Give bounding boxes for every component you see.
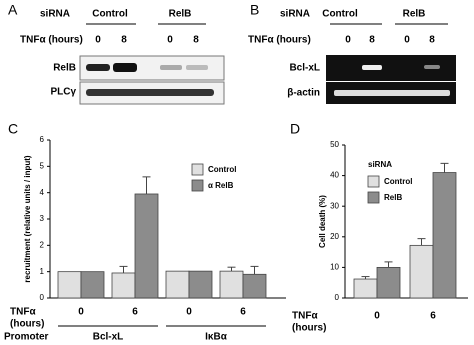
panel-label: A <box>8 2 18 18</box>
y-tick-label: 6 <box>40 135 45 144</box>
legend-title: siRNA <box>368 160 392 169</box>
group-label: RelB <box>403 9 426 20</box>
group-label: Bcl-xL <box>93 332 124 343</box>
bar <box>57 271 82 299</box>
row-label: PLCγ <box>50 87 76 98</box>
y-axis-label: Cell death (%) <box>318 195 327 248</box>
legend-label: α RelB <box>208 181 234 190</box>
legend-label: Control <box>208 165 236 174</box>
y-tick-label: 4 <box>40 188 45 197</box>
sirna-label: siRNA <box>280 9 310 20</box>
band <box>86 64 110 71</box>
row-label: Bcl-xL <box>289 63 320 74</box>
band <box>362 65 382 70</box>
y-tick-label: 3 <box>40 214 45 223</box>
x-axis-label: TNFα <box>10 307 36 318</box>
bar <box>165 270 190 299</box>
group-label: RelB <box>169 9 192 20</box>
time-label: 0 <box>95 35 101 46</box>
panel-label: D <box>290 121 300 137</box>
bar <box>242 273 267 299</box>
panel-label: C <box>8 121 18 137</box>
band <box>334 90 450 96</box>
bar <box>353 278 378 299</box>
bar <box>409 244 434 299</box>
panel-label: B <box>250 2 259 18</box>
x-axis-unit: (hours) <box>292 323 326 334</box>
band <box>86 89 214 96</box>
bar <box>432 172 457 299</box>
legend-swatch <box>367 175 380 188</box>
y-tick-label: 20 <box>330 232 339 241</box>
time-label: 0 <box>345 35 351 46</box>
band <box>113 63 137 72</box>
bar <box>134 193 159 299</box>
y-tick-label: 30 <box>330 201 339 210</box>
group-label: IκBα <box>205 332 228 343</box>
row-label: RelB <box>53 63 76 74</box>
y-tick-label: 2 <box>40 240 45 249</box>
legend-swatch <box>191 179 204 192</box>
x-axis-unit: (hours) <box>10 319 44 330</box>
legend-swatch <box>191 163 204 176</box>
y-tick-label: 0 <box>40 293 45 302</box>
bar <box>111 272 136 299</box>
group-label: Control <box>92 9 128 20</box>
x-tick-label: 0 <box>186 307 192 318</box>
group-axis-label: Promoter <box>4 332 49 343</box>
y-tick-label: 10 <box>330 263 339 272</box>
bar <box>80 271 105 299</box>
group-label: Control <box>322 9 358 20</box>
y-tick-label: 50 <box>330 140 339 149</box>
y-tick-label: 40 <box>330 171 339 180</box>
x-tick-label: 6 <box>132 307 138 318</box>
bar <box>219 270 244 299</box>
legend-swatch <box>367 191 380 204</box>
time-label: 8 <box>369 35 375 46</box>
time-label: 8 <box>429 35 435 46</box>
legend-label: Control <box>384 177 412 186</box>
bar <box>188 270 213 299</box>
time-label: 0 <box>167 35 173 46</box>
tnf-label: TNFα (hours) <box>20 35 83 46</box>
band <box>160 65 182 70</box>
y-axis-label: recruitment (relative units / input) <box>23 155 32 282</box>
row-label: β-actin <box>287 88 320 99</box>
x-tick-label: 0 <box>78 307 84 318</box>
y-tick-label: 0 <box>335 293 340 302</box>
y-tick-label: 1 <box>40 267 45 276</box>
time-label: 8 <box>193 35 199 46</box>
x-tick-label: 0 <box>374 311 380 322</box>
tnf-label: TNFα (hours) <box>248 35 311 46</box>
y-tick-label: 5 <box>40 161 45 170</box>
band <box>424 65 440 69</box>
x-tick-label: 6 <box>240 307 246 318</box>
time-label: 0 <box>404 35 410 46</box>
x-tick-label: 6 <box>430 311 436 322</box>
bar <box>376 266 401 299</box>
sirna-label: siRNA <box>40 9 70 20</box>
time-label: 8 <box>121 35 127 46</box>
band <box>186 65 208 70</box>
x-axis-label: TNFα <box>292 311 318 322</box>
legend-label: RelB <box>384 193 402 202</box>
